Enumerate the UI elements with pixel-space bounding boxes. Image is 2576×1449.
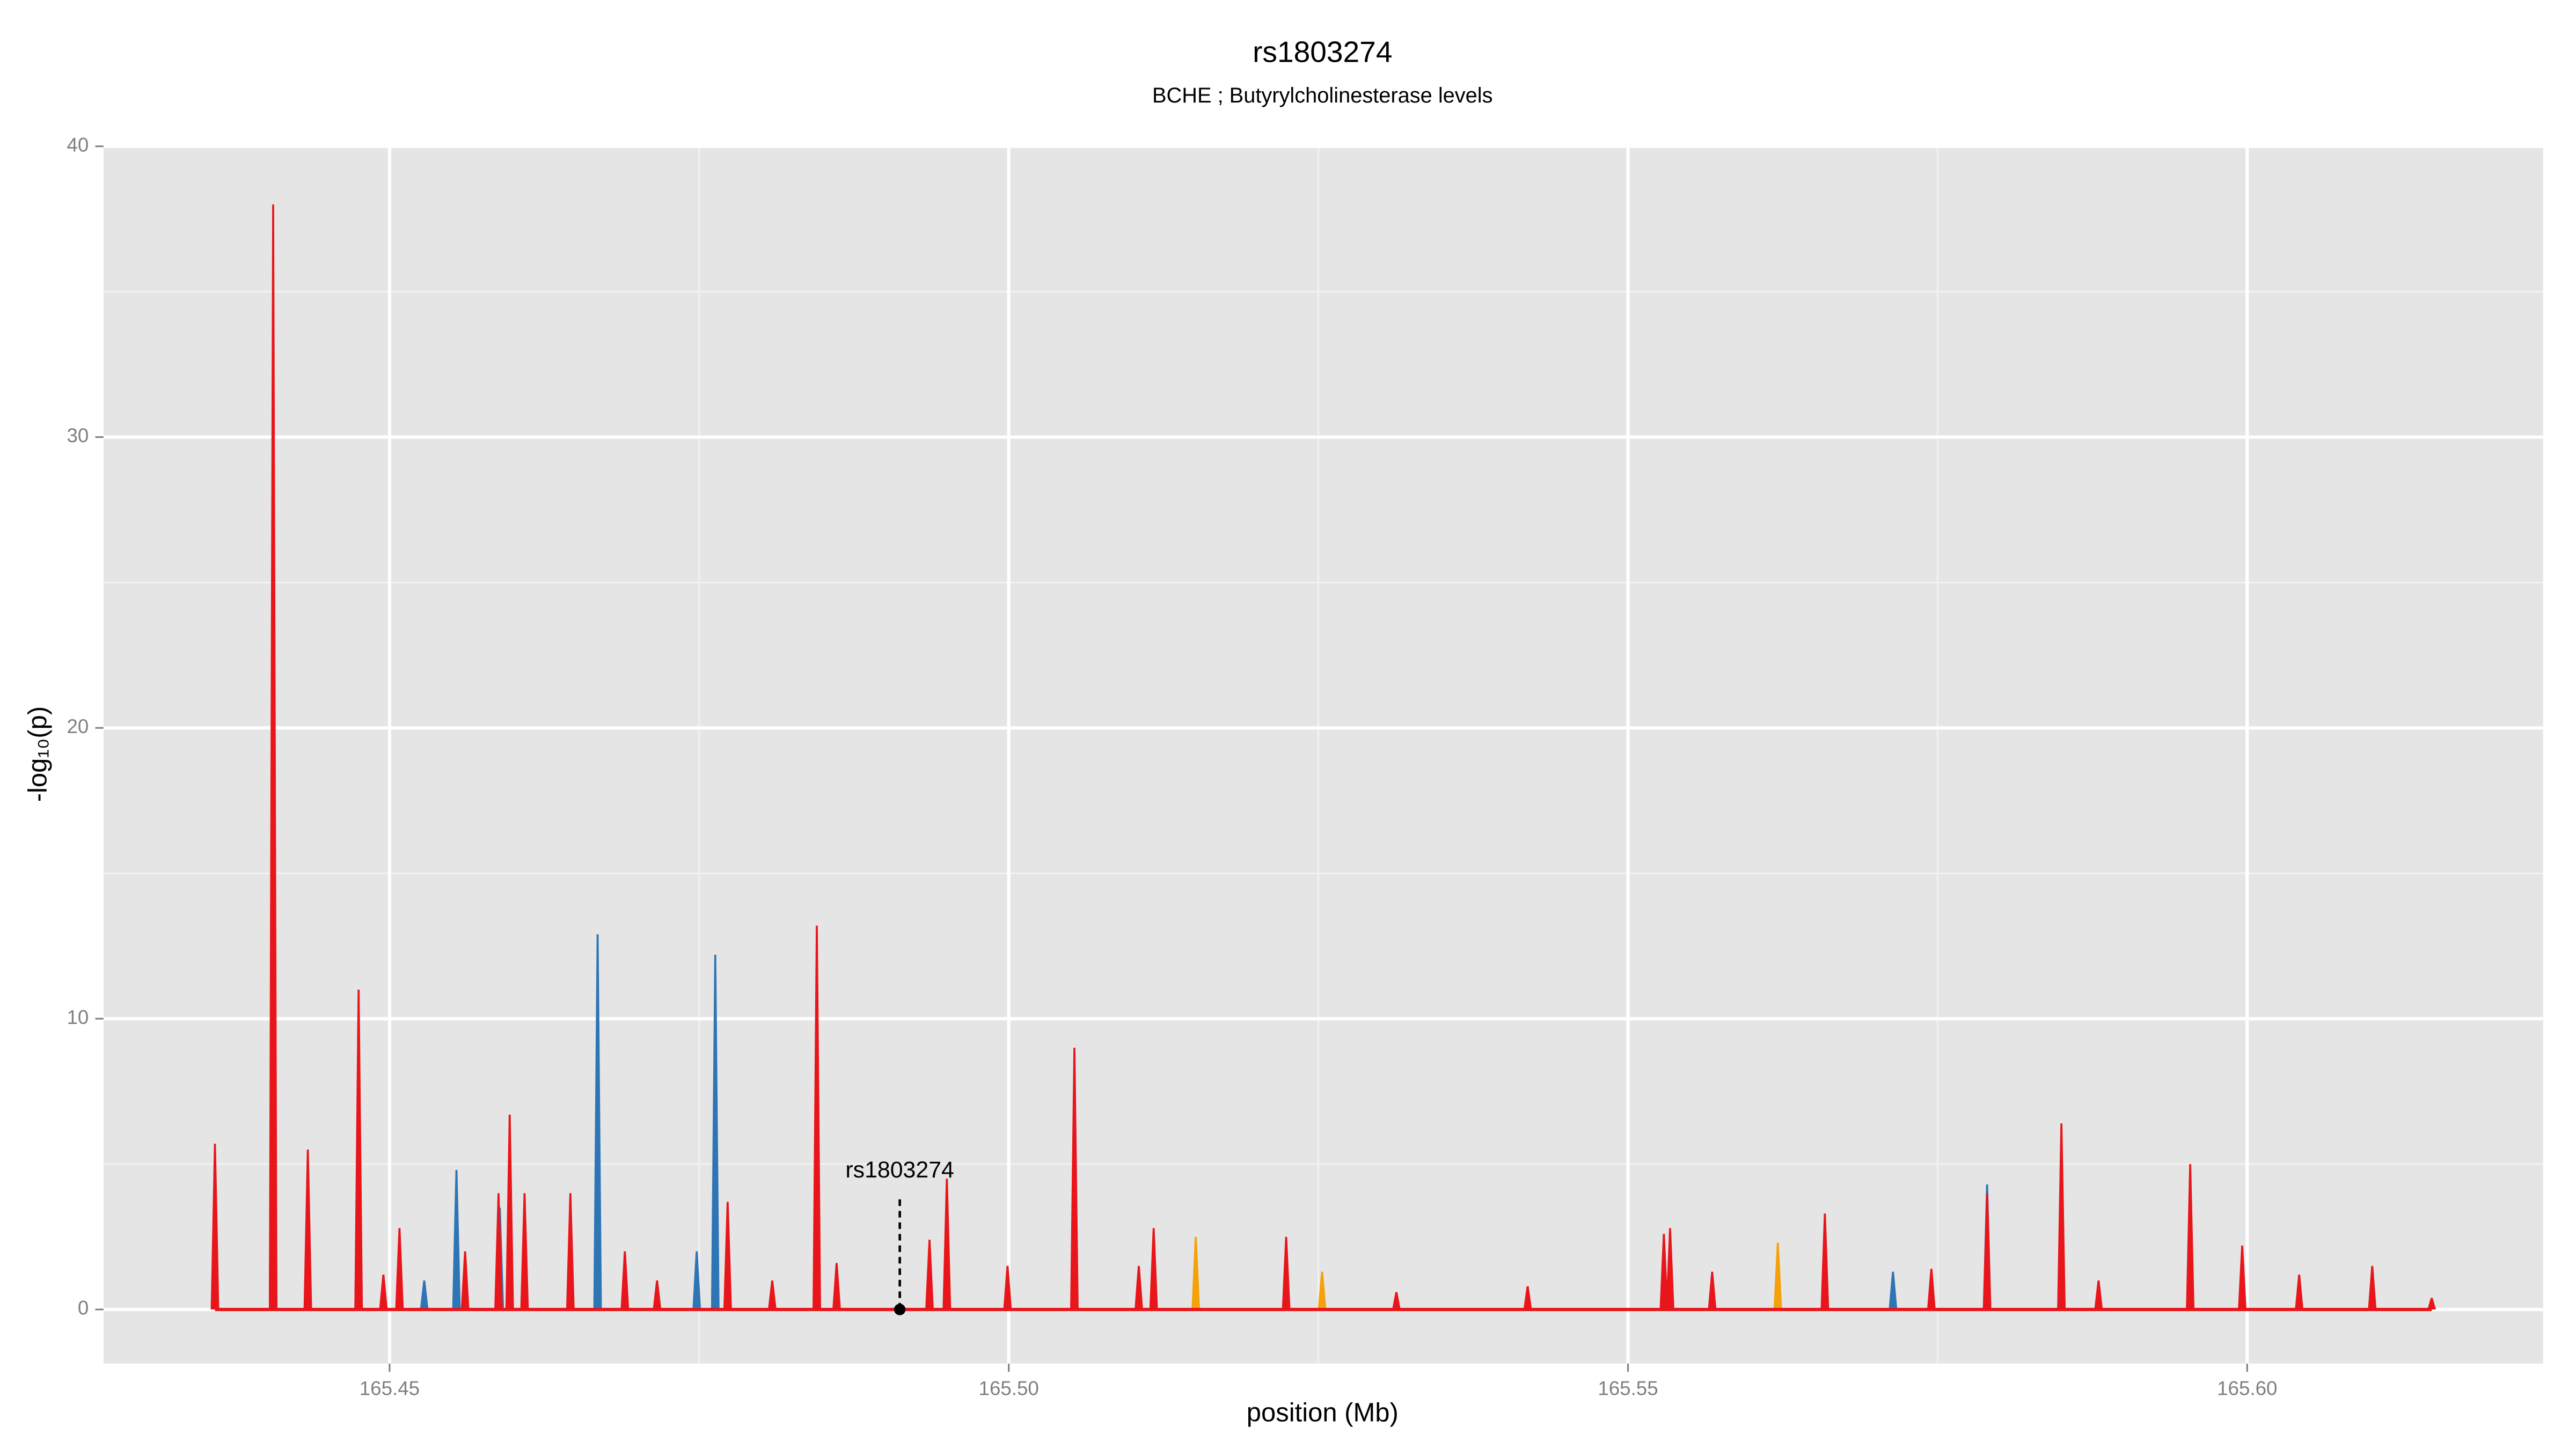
area-peak bbox=[452, 1169, 461, 1310]
area-peak bbox=[460, 1251, 470, 1310]
area-peak bbox=[1927, 1269, 1936, 1310]
annotation-label: rs1803274 bbox=[845, 1157, 954, 1183]
area-peak bbox=[813, 925, 821, 1310]
area-peak bbox=[653, 1280, 662, 1310]
area-peak bbox=[2186, 1164, 2195, 1310]
area-peak bbox=[1523, 1286, 1532, 1310]
y-axis-label: -log₁₀(p) bbox=[23, 706, 52, 802]
area-peak bbox=[593, 934, 602, 1310]
area-peak bbox=[354, 989, 363, 1310]
area-peak bbox=[2427, 1298, 2436, 1310]
area-peak bbox=[210, 1144, 219, 1310]
chart-title: rs1803274 bbox=[1253, 35, 1392, 69]
area-peak bbox=[1889, 1271, 1898, 1310]
area-peak bbox=[1191, 1236, 1201, 1310]
area-peak bbox=[420, 1280, 429, 1310]
area-peak bbox=[520, 1193, 529, 1310]
area-peak bbox=[1982, 1193, 1992, 1310]
y-tick-label: 0 bbox=[78, 1297, 89, 1319]
area-peak bbox=[1820, 1213, 1829, 1310]
area-peak bbox=[942, 1179, 952, 1310]
x-tick-label: 165.45 bbox=[360, 1377, 420, 1399]
area-peak bbox=[505, 1114, 514, 1310]
chart-subtitle: BCHE ; Butyrylcholinesterase levels bbox=[1152, 84, 1493, 107]
y-tick-label: 40 bbox=[67, 134, 89, 156]
y-tick-label: 10 bbox=[67, 1006, 89, 1028]
area-peak bbox=[1003, 1265, 1012, 1310]
plot-background bbox=[103, 144, 2543, 1364]
y-tick-label: 20 bbox=[67, 715, 89, 737]
area-peak bbox=[1149, 1228, 1158, 1310]
area-peak bbox=[395, 1228, 404, 1310]
area-peak bbox=[2057, 1123, 2066, 1310]
area-peak bbox=[1135, 1265, 1143, 1310]
area-peak bbox=[620, 1251, 630, 1310]
area-peak bbox=[1392, 1292, 1401, 1310]
area-peak bbox=[2094, 1280, 2103, 1310]
area-peak bbox=[692, 1251, 701, 1310]
area-peak bbox=[1659, 1234, 1668, 1310]
area-peak bbox=[494, 1193, 503, 1310]
area-peak bbox=[832, 1263, 841, 1310]
area-peak bbox=[711, 954, 720, 1310]
x-axis-label: position (Mb) bbox=[1247, 1399, 1399, 1428]
area-peak bbox=[1773, 1242, 1782, 1310]
area-peak bbox=[379, 1275, 388, 1310]
area-peak bbox=[1665, 1228, 1674, 1310]
area-peak bbox=[269, 204, 277, 1310]
area-peak bbox=[2368, 1265, 2377, 1310]
x-tick-label: 165.55 bbox=[1598, 1377, 1658, 1399]
y-tick-label: 30 bbox=[67, 425, 89, 447]
area-peak bbox=[1708, 1271, 1717, 1310]
annotation-point bbox=[894, 1304, 906, 1315]
x-tick-label: 165.50 bbox=[979, 1377, 1039, 1399]
area-peak bbox=[767, 1280, 777, 1310]
area-peak bbox=[723, 1202, 732, 1310]
area-peak bbox=[1070, 1048, 1079, 1310]
x-tick-label: 165.60 bbox=[2217, 1377, 2277, 1399]
area-peak bbox=[2295, 1275, 2304, 1310]
area-peak bbox=[925, 1239, 934, 1310]
area-peak bbox=[303, 1150, 312, 1310]
area-peak bbox=[1318, 1271, 1327, 1310]
area-peak bbox=[2238, 1245, 2246, 1310]
area-peak bbox=[566, 1193, 575, 1310]
area-peak bbox=[1282, 1236, 1291, 1310]
